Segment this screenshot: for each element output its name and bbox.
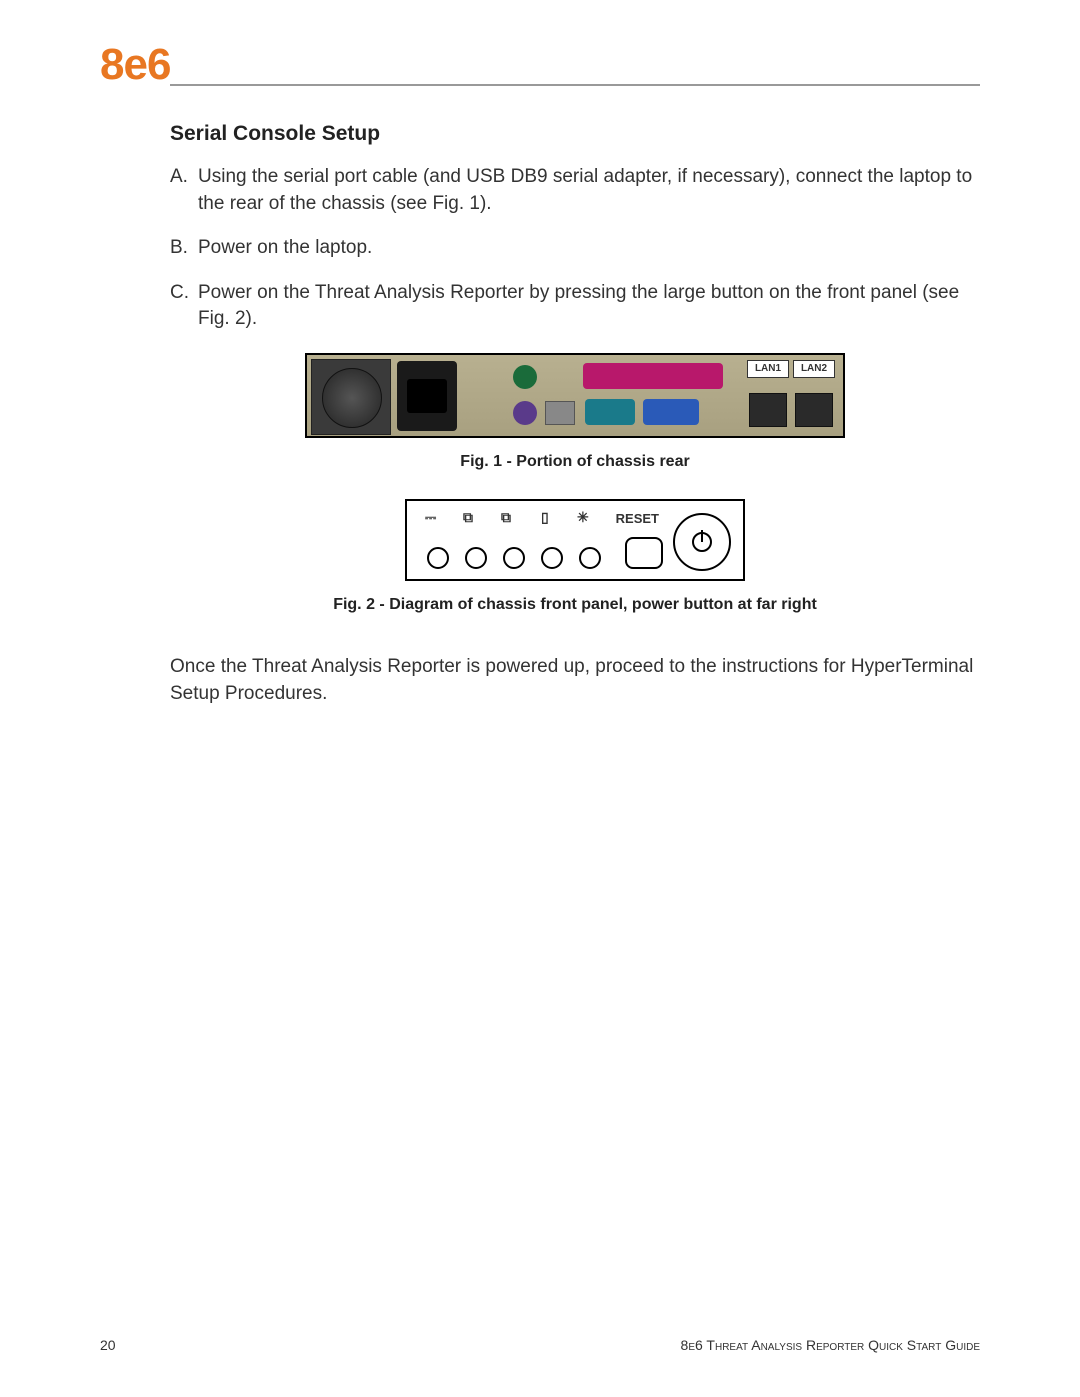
header-rule [170,84,980,86]
network-led-icon: ⧉ [463,509,473,526]
step-a: A. Using the serial port cable (and USB … [170,164,980,217]
brand-logo: 8e6 [100,40,170,92]
ps2-mouse-port-icon [513,365,537,389]
led-indicator-icon [503,547,525,569]
figure-2-caption: Fig. 2 - Diagram of chassis front panel,… [170,596,980,614]
step-letter: C. [170,280,198,333]
power-socket-icon [397,361,457,431]
step-letter: A. [170,164,198,217]
figure-2: ⎓ ⧉ ⧉ ▯ ✳ RESET Fig. 2 - Diagram of chas… [170,491,980,614]
figure-1-caption: Fig. 1 - Portion of chassis rear [170,453,980,471]
outro-text: Once the Threat Analysis Reporter is pow… [170,654,980,707]
led-indicator-icon [541,547,563,569]
led-indicator-icon [579,547,601,569]
power-button-icon [673,513,731,571]
usb-port-icon [545,401,575,425]
ps2-keyboard-port-icon [513,401,537,425]
section-title: Serial Console Setup [170,122,980,146]
lan2-label: LAN2 [793,360,835,378]
ethernet-port-2-icon [795,393,833,427]
figure-1: LAN1 LAN2 Fig. 1 - Portion of chassis re… [170,353,980,471]
step-text: Using the serial port cable (and USB DB9… [198,164,980,217]
power-led-icon: ⎓ [425,509,436,526]
front-panel-diagram: ⎓ ⧉ ⧉ ▯ ✳ RESET [405,499,745,581]
network-led-icon: ⧉ [501,509,511,526]
step-text: Power on the Threat Analysis Reporter by… [198,280,980,333]
footer-title: 8e6 Threat Analysis Reporter Quick Start… [681,1337,980,1353]
chassis-rear-image: LAN1 LAN2 [305,353,845,438]
parallel-port-icon [583,363,723,389]
led-indicator-icon [465,547,487,569]
step-b: B. Power on the laptop. [170,235,980,262]
vga-port-icon [643,399,699,425]
activity-led-icon: ✳ [577,509,589,526]
step-c: C. Power on the Threat Analysis Reporter… [170,280,980,333]
serial-port-icon [585,399,635,425]
fan-icon [311,359,391,435]
reset-label: RESET [616,511,659,526]
led-indicator-icon [427,547,449,569]
main-content: Serial Console Setup A. Using the serial… [170,122,980,707]
ethernet-port-1-icon [749,393,787,427]
step-letter: B. [170,235,198,262]
reset-button-icon [625,537,663,569]
lan1-label: LAN1 [747,360,789,378]
page-footer: 20 8e6 Threat Analysis Reporter Quick St… [100,1337,980,1353]
page-number: 20 [100,1337,116,1353]
page-header: 8e6 [100,40,980,86]
hdd-led-icon: ▯ [541,509,549,526]
step-text: Power on the laptop. [198,235,980,262]
